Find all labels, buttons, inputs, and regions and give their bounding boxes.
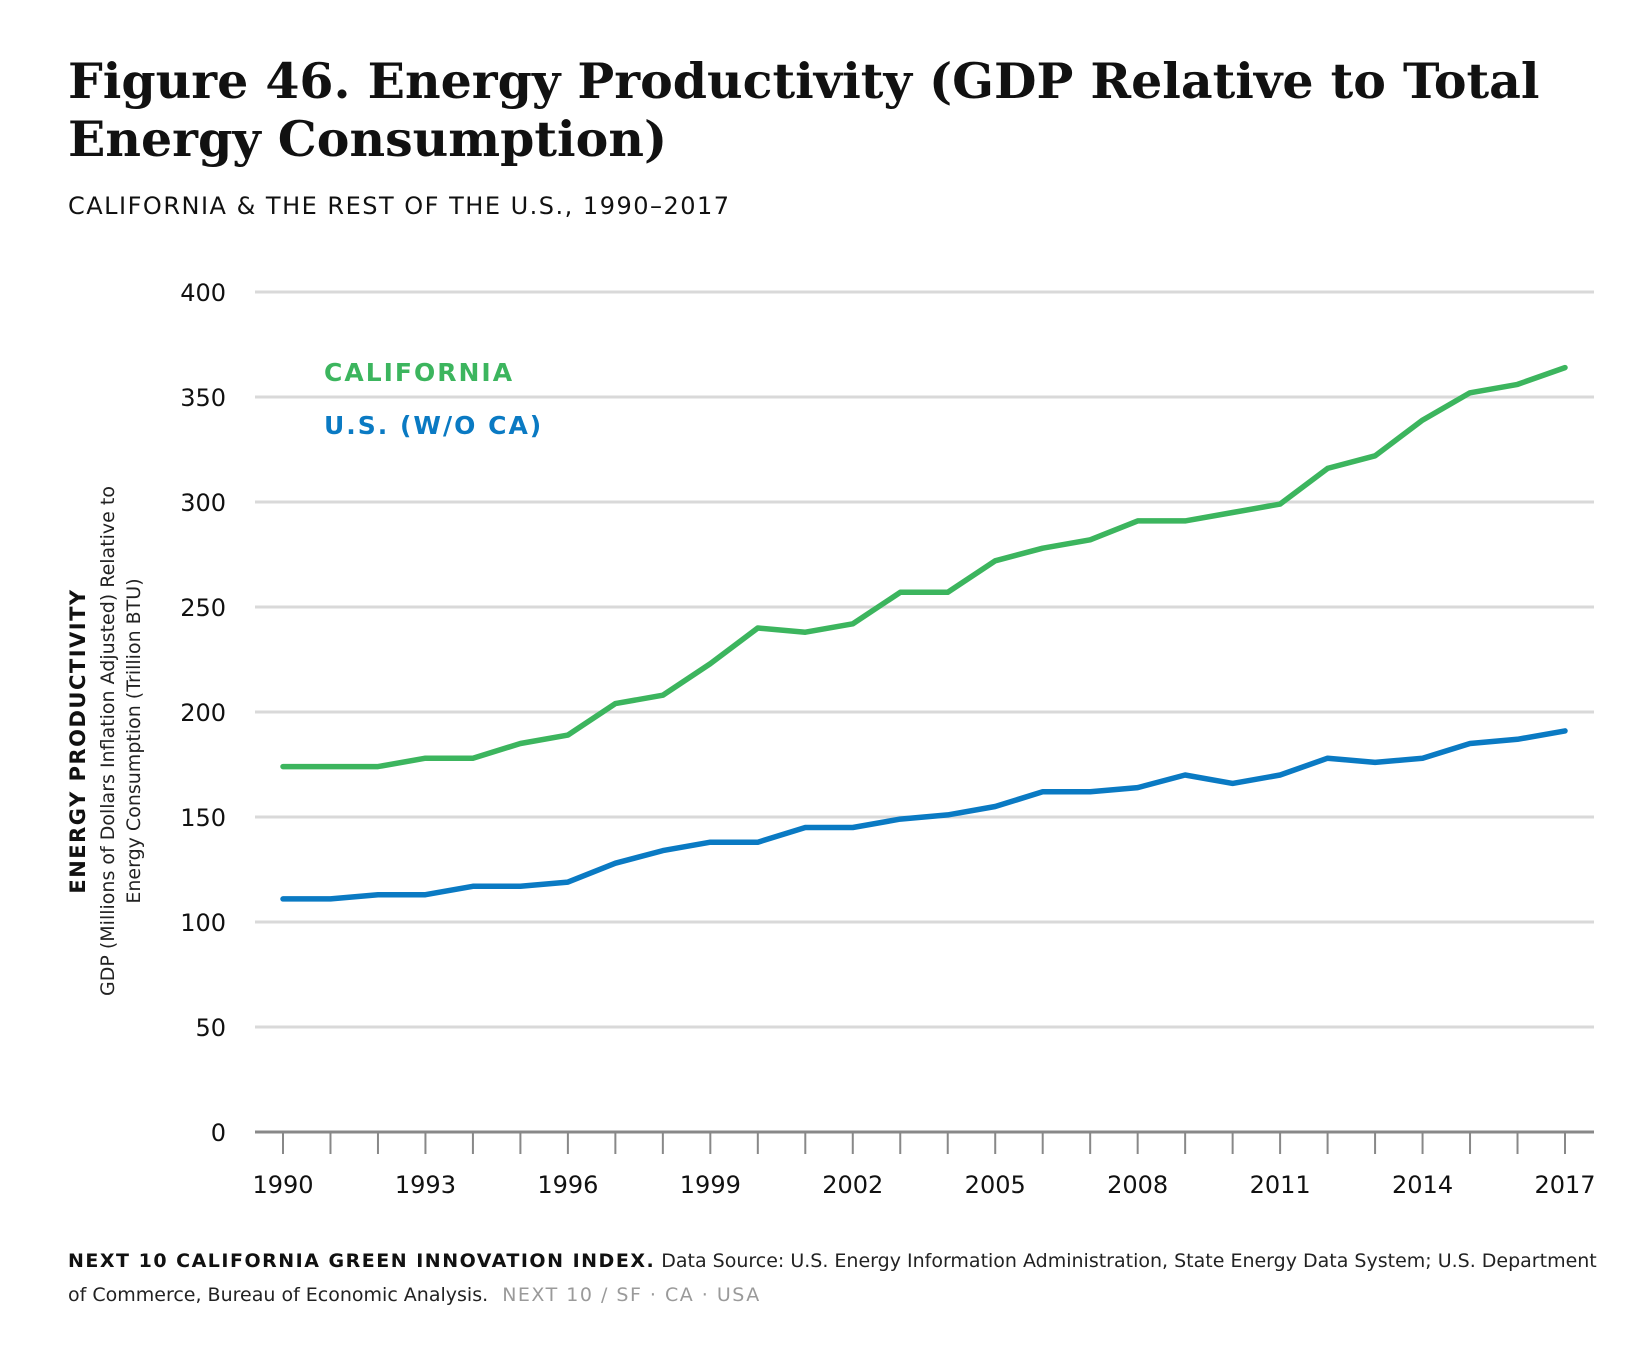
series-line-us: [280, 728, 1568, 902]
grid-lines: [255, 290, 1594, 1029]
y-axis-subtitle-line-1: GDP (Millions of Dollars Inflation Adjus…: [97, 486, 119, 996]
x-tick-label: 1996: [537, 1171, 598, 1199]
x-tick-label: 2005: [965, 1171, 1026, 1199]
y-tick-label: 50: [195, 1014, 226, 1042]
y-tick-label: 150: [180, 804, 226, 832]
y-tick-label: 250: [180, 594, 226, 622]
y-axis-subtitle-line-2: Energy Consumption (Trillion BTU): [123, 578, 145, 903]
series-lines: [280, 364, 1568, 902]
x-tick-label: 2002: [822, 1171, 883, 1199]
x-tick-label: 2014: [1392, 1171, 1453, 1199]
y-tick-label: 300: [180, 489, 226, 517]
chart-subtitle: CALIFORNIA & THE REST OF THE U.S., 1990–…: [68, 192, 731, 220]
y-tick-label: 350: [180, 384, 226, 412]
footer-publication: NEXT 10 CALIFORNIA GREEN INNOVATION INDE…: [68, 1250, 656, 1272]
y-tick-label: 100: [180, 909, 226, 937]
x-tick-label: 1993: [395, 1171, 456, 1199]
legend-california: CALIFORNIA: [324, 358, 514, 387]
y-tick-label: 400: [180, 279, 226, 307]
y-axis-title: ENERGY PRODUCTIVITY: [66, 588, 90, 893]
series-line-california: [280, 364, 1568, 770]
chart-footer: NEXT 10 CALIFORNIA GREEN INNOVATION INDE…: [68, 1244, 1608, 1312]
x-axis: 1990 1993 1996 1999 2002 2005 2008 2011 2014 2017: [252, 1130, 1596, 1199]
x-tick-label: 1990: [252, 1171, 313, 1199]
x-tick-label: 1999: [680, 1171, 741, 1199]
footer-org: NEXT 10 / SF · CA · USA: [502, 1284, 761, 1306]
y-tick-label: 200: [180, 699, 226, 727]
footer-source: Data Source: U.S. Energy Information Adm…: [68, 1250, 1597, 1306]
y-axis-ticks: 0 50 100 150 200 250 300 350 400: [180, 279, 226, 1147]
x-tick-label: 2011: [1250, 1171, 1311, 1199]
y-axis-label: ENERGY PRODUCTIVITY GDP (Millions of Dol…: [66, 486, 145, 996]
x-tick-label: 2017: [1534, 1171, 1595, 1199]
x-tick-label: 2008: [1107, 1171, 1168, 1199]
y-tick-label: 0: [211, 1119, 226, 1147]
chart-title: Figure 46. Energy Productivity (GDP Rela…: [68, 52, 1540, 168]
legend: CALIFORNIA U.S. (W/O CA): [324, 358, 543, 440]
legend-us: U.S. (W/O CA): [324, 411, 543, 440]
